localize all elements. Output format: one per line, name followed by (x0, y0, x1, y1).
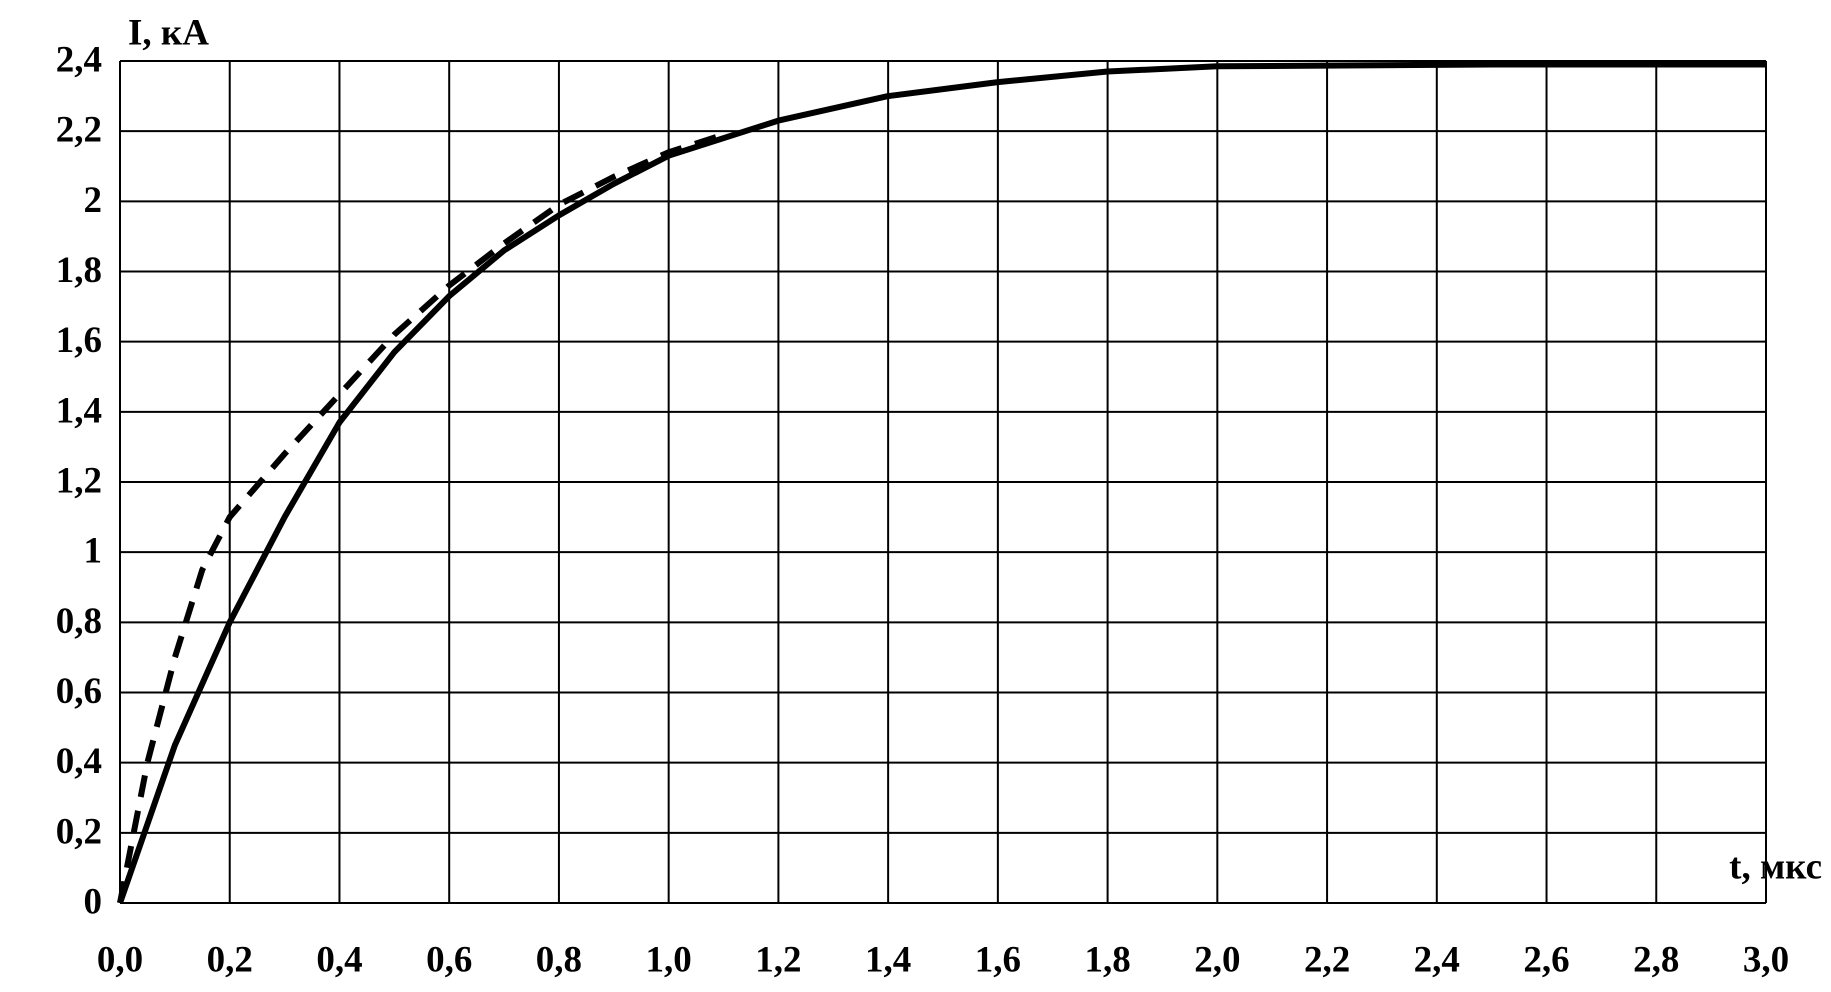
x-tick-label: 0,0 (97, 939, 143, 980)
y-tick-label: 1,2 (56, 460, 102, 501)
x-axis-label: t, мкс (1729, 846, 1822, 887)
y-tick-label: 1,6 (56, 320, 102, 361)
x-tick-label: 2,8 (1633, 939, 1679, 980)
y-tick-label: 0,4 (56, 741, 102, 782)
x-tick-label: 1,0 (646, 939, 692, 980)
series-line (117, 61, 1766, 904)
y-tick-label: 2,4 (56, 39, 102, 80)
x-tick-label: 0,8 (536, 939, 582, 980)
x-tick-label: 1,2 (755, 939, 801, 980)
x-tick-label: 0,4 (316, 939, 362, 980)
y-tick-label: 0 (84, 881, 103, 922)
x-tick-label: 1,4 (865, 939, 911, 980)
y-tick-label: 1 (84, 531, 103, 572)
x-tick-label: 0,6 (426, 939, 472, 980)
x-tick-label: 2,4 (1414, 939, 1460, 980)
x-tick-label: 2,0 (1194, 939, 1240, 980)
x-tick-label: 2,2 (1304, 939, 1350, 980)
x-tick-label: 0,2 (207, 939, 253, 980)
y-tick-label: 2,2 (56, 110, 102, 151)
x-tick-label: 2,6 (1523, 939, 1569, 980)
y-tick-label: 2 (84, 180, 103, 221)
x-tick-label: 3,0 (1743, 939, 1789, 980)
y-tick-label: 0,2 (56, 811, 102, 852)
x-tick-label: 1,6 (975, 939, 1021, 980)
y-axis-label: I, кА (128, 12, 209, 53)
x-tick-label: 1,8 (1084, 939, 1130, 980)
y-tick-label: 0,8 (56, 601, 102, 642)
series-line (117, 131, 725, 904)
y-tick-label: 0,6 (56, 671, 102, 712)
y-tick-label: 1,4 (56, 390, 102, 431)
y-tick-label: 1,8 (56, 250, 102, 291)
